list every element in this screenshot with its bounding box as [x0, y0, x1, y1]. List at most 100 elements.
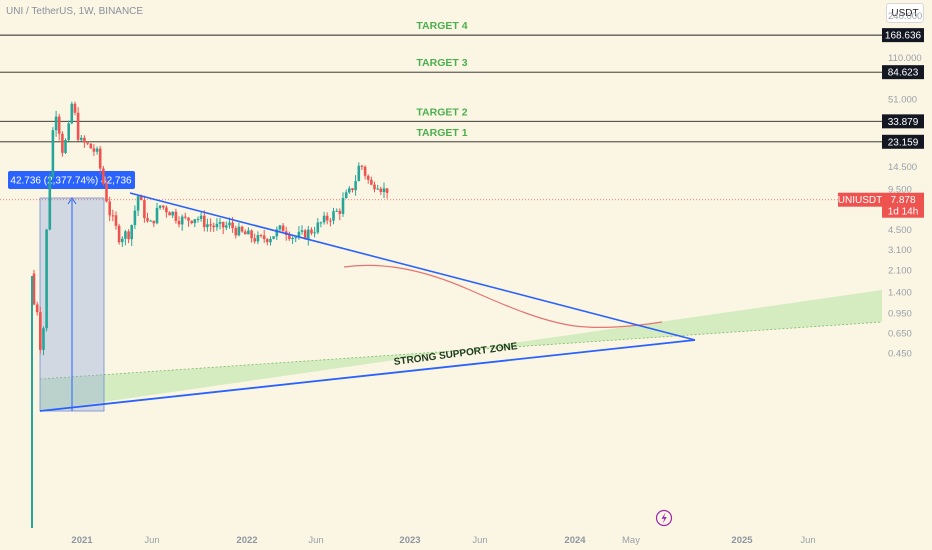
- symbol-tag-text: UNIUSDT: [838, 195, 882, 206]
- candle-body: [322, 215, 326, 223]
- candle-body: [218, 222, 222, 224]
- lightning-icon-bolt: [661, 512, 667, 524]
- candle-body: [130, 225, 133, 240]
- candle-body: [351, 188, 354, 191]
- candle-body: [313, 232, 316, 234]
- candle-body: [80, 137, 83, 140]
- candle-body: [272, 236, 275, 239]
- x-tick-label: 2022: [236, 535, 257, 546]
- candle-body: [146, 218, 149, 222]
- target-price-tag-text: 84.623: [888, 68, 919, 79]
- target-price-tag: [882, 114, 924, 129]
- candle-body: [54, 116, 58, 131]
- y-tick-label: 3.100: [888, 245, 912, 256]
- x-tick-label: Jun: [144, 535, 159, 546]
- target-label: TARGET 2: [416, 106, 467, 118]
- candle-body: [111, 215, 115, 217]
- candle-body: [253, 238, 256, 242]
- y-tick-label: 0.450: [888, 349, 912, 360]
- candle-body: [215, 223, 219, 228]
- candle-body: [363, 166, 367, 176]
- candle-body: [294, 237, 297, 239]
- x-tick-label: 2023: [399, 535, 420, 546]
- candle-body: [121, 238, 124, 243]
- candle-body: [136, 196, 140, 211]
- candle-body: [193, 219, 197, 224]
- candle-body: [203, 215, 206, 228]
- candle-body: [143, 200, 146, 219]
- x-tick-label: 2021: [71, 535, 93, 546]
- candle-body: [338, 210, 342, 214]
- measure-label-text: 42.736 (2,377.74%) 42,736: [10, 176, 132, 187]
- candle-body: [187, 217, 190, 221]
- candle-body: [86, 142, 89, 144]
- countdown-text: 1d 14h: [888, 207, 919, 218]
- symbol-tag: [838, 192, 882, 207]
- candle-body: [139, 196, 143, 201]
- candle-body: [45, 229, 48, 329]
- target-price-tag-text: 168.636: [885, 31, 922, 42]
- candle-body: [171, 211, 174, 216]
- candle-body: [348, 188, 351, 193]
- candle-body: [316, 222, 320, 233]
- candle-body: [155, 207, 159, 224]
- symbol-header: UNI / TetherUS, 1W, BINANCE: [6, 6, 144, 17]
- candle-body: [209, 224, 212, 226]
- candle-body: [247, 230, 250, 235]
- candle-body: [102, 168, 105, 184]
- candle-body: [325, 215, 329, 221]
- candle-body: [382, 188, 386, 192]
- candle-body: [165, 207, 168, 213]
- candle-body: [190, 220, 193, 224]
- support-trendline: [39, 339, 696, 412]
- x-tick-label: Jun: [800, 535, 815, 546]
- target-price-tag: [882, 134, 924, 149]
- candle-body: [307, 229, 310, 239]
- candle-body: [105, 184, 108, 202]
- moving-average-line: [343, 264, 663, 329]
- candle-body: [300, 230, 304, 232]
- candle-body: [237, 226, 241, 236]
- x-tick-label: 2025: [731, 535, 753, 546]
- target-price-tag-text: 23.159: [888, 137, 919, 148]
- candle-body: [199, 215, 203, 219]
- candle-body: [95, 148, 99, 152]
- candle-body: [168, 212, 171, 216]
- candle-body: [266, 239, 269, 243]
- target-price-tag-text: 33.879: [888, 117, 919, 128]
- candle-body: [196, 218, 200, 220]
- candle-body: [221, 222, 225, 228]
- candle-body: [319, 222, 323, 224]
- candle-body: [291, 237, 294, 240]
- candle-body: [329, 220, 332, 222]
- target-price-tag: [882, 65, 924, 80]
- lightning-icon-ring: [655, 509, 673, 527]
- y-tick-label: 4.500: [888, 225, 912, 236]
- y-tick-label: 110.000: [888, 53, 922, 64]
- candle-body: [281, 225, 285, 232]
- candle-body: [57, 116, 61, 134]
- candle-body: [92, 148, 96, 152]
- candle-body: [259, 235, 263, 237]
- currency-button[interactable]: USDT: [886, 3, 924, 23]
- candle-body: [360, 165, 364, 167]
- candle-body: [117, 225, 121, 243]
- candle-body: [212, 225, 215, 228]
- candle-body: [127, 231, 130, 240]
- candle-body: [133, 210, 137, 225]
- candle-body: [370, 179, 373, 185]
- lightning-icon: [655, 509, 673, 527]
- y-tick-label: 1.400: [888, 288, 912, 299]
- target-label: TARGET 1: [416, 127, 467, 139]
- candle-body: [231, 222, 234, 229]
- candle-body: [385, 188, 389, 193]
- candle-body: [335, 210, 338, 212]
- x-tick-label: Jun: [472, 535, 487, 546]
- candle-body: [228, 222, 231, 226]
- candle-body: [158, 205, 162, 208]
- candle-body: [114, 215, 118, 226]
- candle-body: [225, 225, 228, 228]
- candle-body: [76, 112, 80, 140]
- candle-body: [256, 235, 260, 242]
